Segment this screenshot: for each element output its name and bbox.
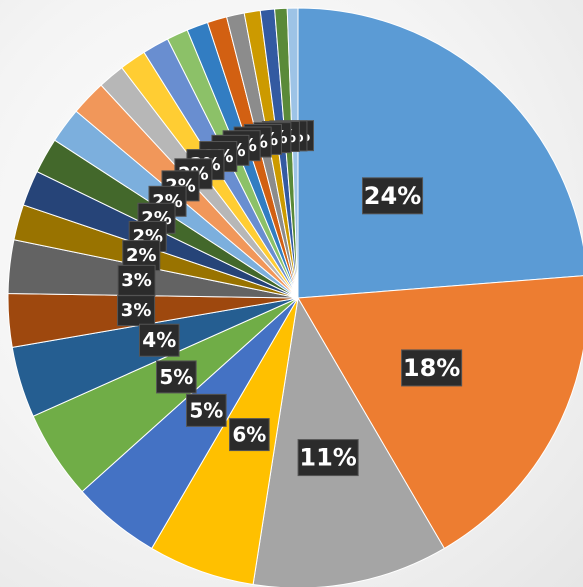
data-label-text: 3% (121, 300, 152, 321)
data-label-text: 24% (364, 182, 421, 210)
data-label-text: 18% (403, 354, 460, 382)
data-label: 18% (401, 349, 463, 387)
data-label: 3% (117, 264, 156, 296)
data-label-box (117, 264, 156, 296)
pie-slice (286, 7, 299, 299)
data-label-text: 3% (121, 270, 152, 291)
data-label: 6% (229, 418, 270, 452)
data-label-box (297, 439, 359, 477)
data-label: 4% (138, 323, 180, 357)
pie-slice (297, 7, 583, 299)
pie-slice (297, 275, 583, 550)
data-label: 11% (297, 439, 359, 477)
data-label-text: 11% (299, 444, 356, 472)
data-label: 5% (186, 393, 227, 427)
data-label-box (401, 349, 463, 387)
data-label-box (138, 323, 180, 357)
data-label-text: 2% (126, 245, 157, 266)
data-label-text: 5% (189, 398, 223, 422)
data-label-box (229, 418, 270, 452)
data-label-box (361, 177, 424, 215)
data-label: 3% (117, 295, 156, 327)
data-label-box (186, 393, 227, 427)
data-label-text: 6% (232, 423, 266, 447)
data-label-text: 4% (142, 328, 176, 352)
data-label-box (156, 360, 197, 394)
data-label: 5% (156, 360, 197, 394)
pie-slices (7, 7, 583, 587)
pie-data-labels: 1%1%1%1%1%1%1%1%2%2%2%2%2%2%2%2%3%3%4%5%… (117, 120, 463, 477)
data-label-text: 5% (159, 365, 193, 389)
data-label: 24% (361, 177, 424, 215)
data-label-box (117, 295, 156, 327)
